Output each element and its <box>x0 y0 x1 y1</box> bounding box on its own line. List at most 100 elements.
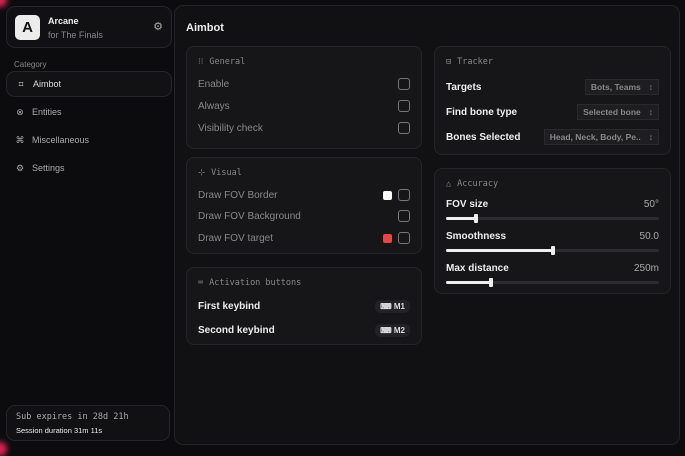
chevron-updown-icon: ↕ <box>648 107 653 117</box>
row-label: Draw FOV Background <box>198 210 301 222</box>
activation-card: ⌨ Activation buttons First keybind ⌨ M1 Se… <box>186 267 422 345</box>
draw-fov-background-row: Draw FOV Background <box>198 210 410 222</box>
card-title: Tracker <box>457 57 493 67</box>
chevron-updown-icon: ↕ <box>648 132 653 142</box>
select-value: Selected bone <box>583 107 641 117</box>
triangle-icon: △ <box>446 179 452 189</box>
first-keybind-row: First keybind ⌨ M1 <box>198 300 410 313</box>
fov-size-slider[interactable] <box>446 214 659 223</box>
targets-row: Targets Bots, Teams ↕ <box>446 79 659 95</box>
row-label: Always <box>198 100 230 112</box>
select-value: Head, Neck, Body, Pe.. <box>549 132 641 142</box>
sidebar-item-miscellaneous[interactable]: ⌘ Miscellaneous <box>6 127 172 153</box>
key-label: M1 <box>393 302 405 311</box>
slider-value: 50° <box>643 199 659 210</box>
smoothness-header: Smoothness 50.0 <box>446 231 659 242</box>
color-swatch[interactable] <box>383 233 392 243</box>
sidebar-item-label: Aimbot <box>33 79 62 89</box>
sub-expiry: Sub expires in 28d 21h <box>16 412 129 422</box>
find-bone-type-select[interactable]: Selected bone ↕ <box>577 104 659 120</box>
entities-icon: ⊗ <box>16 106 24 117</box>
slider-fill <box>446 249 553 252</box>
visibility-check-row: Visibility check <box>198 122 410 134</box>
slider-fill <box>446 217 476 220</box>
color-swatch[interactable] <box>383 190 392 200</box>
smoothness-slider[interactable] <box>446 246 659 255</box>
row-label: Draw FOV Border <box>198 189 278 201</box>
visual-icon: ⊹ <box>198 168 206 178</box>
slider-thumb[interactable] <box>550 246 555 255</box>
row-label: Second keybind <box>198 325 275 336</box>
keyboard-icon: ⌨ <box>198 278 204 288</box>
general-icon: ⁝⁝ <box>198 57 204 67</box>
visual-card: ⊹ Visual Draw FOV Border Draw FOV Backgro… <box>186 157 422 254</box>
second-keybind-row: Second keybind ⌨ M2 <box>198 324 410 337</box>
row-label: Bones Selected <box>446 131 521 143</box>
enable-row: Enable <box>198 78 410 90</box>
misc-icon: ⌘ <box>15 134 25 145</box>
row-label: Draw FOV target <box>198 232 274 244</box>
slider-value: 50.0 <box>639 231 659 242</box>
session-duration: Session duration 31m 11s <box>16 426 103 435</box>
sidebar-item-settings[interactable]: ⚙ Settings <box>6 155 172 181</box>
visibility-check-checkbox[interactable] <box>398 122 410 134</box>
general-card: ⁝⁝ General Enable Always Visibility check <box>186 46 422 149</box>
row-label: Visibility check <box>198 122 263 134</box>
bones-selected-select[interactable]: Head, Neck, Body, Pe.. ↕ <box>543 129 659 145</box>
accuracy-card: △ Accuracy FOV size 50° Smoothness 50.0 Max… <box>434 168 671 294</box>
category-label: Category <box>14 60 47 69</box>
settings-icon[interactable]: ⚙ <box>153 21 163 33</box>
subscription-card: Sub expires in 28d 21h Session duration … <box>6 405 170 441</box>
sidebar-item-aimbot[interactable]: ⌗ Aimbot <box>6 71 172 97</box>
draw-fov-border-row: Draw FOV Border <box>198 189 410 201</box>
brand-card: A Arcane for The Finals ⚙ <box>6 6 172 48</box>
sidebar-item-label: Settings <box>32 163 65 173</box>
logo: A <box>15 15 40 40</box>
max-distance-header: Max distance 250m <box>446 263 659 274</box>
first-keybind-button[interactable]: ⌨ M1 <box>375 300 410 313</box>
tracker-icon: ⊟ <box>446 57 452 67</box>
main-panel: Aimbot ⁝⁝ General Enable Always Visibilit… <box>174 5 680 445</box>
slider-thumb[interactable] <box>473 214 478 223</box>
row-label: Enable <box>198 78 230 90</box>
draw-fov-border-checkbox[interactable] <box>398 189 410 201</box>
draw-fov-target-checkbox[interactable] <box>398 232 410 244</box>
enable-checkbox[interactable] <box>398 78 410 90</box>
app-subtitle: for The Finals <box>48 30 103 40</box>
select-value: Bots, Teams <box>590 82 641 92</box>
card-title: Activation buttons <box>209 278 302 288</box>
fov-size-header: FOV size 50° <box>446 199 659 210</box>
accent-glow <box>0 0 7 7</box>
sidebar-item-label: Miscellaneous <box>32 135 90 145</box>
sidebar-item-entities[interactable]: ⊗ Entities <box>6 99 172 125</box>
targets-select[interactable]: Bots, Teams ↕ <box>584 79 659 95</box>
slider-thumb[interactable] <box>488 278 493 287</box>
second-keybind-button[interactable]: ⌨ M2 <box>375 324 410 337</box>
row-label: Find bone type <box>446 106 518 118</box>
slider-label: Max distance <box>446 263 509 274</box>
gear-icon: ⚙ <box>15 162 25 173</box>
bones-selected-row: Bones Selected Head, Neck, Body, Pe.. ↕ <box>446 129 659 145</box>
slider-value: 250m <box>633 263 659 274</box>
page-title: Aimbot <box>186 22 224 34</box>
sidebar-item-label: Entities <box>32 107 62 117</box>
chevron-updown-icon: ↕ <box>648 82 653 92</box>
row-label: First keybind <box>198 301 261 312</box>
tracker-card: ⊟ Tracker Targets Bots, Teams ↕ Find bone t… <box>434 46 671 155</box>
always-row: Always <box>198 100 410 112</box>
slider-fill <box>446 281 491 284</box>
row-label: Targets <box>446 81 482 93</box>
sidebar: A Arcane for The Finals ⚙ Category ⌗ Aimb… <box>4 4 172 445</box>
card-title: Visual <box>211 168 242 178</box>
app-name: Arcane <box>48 16 79 26</box>
slider-label: Smoothness <box>446 231 507 242</box>
key-label: M2 <box>393 326 405 335</box>
card-title: Accuracy <box>457 179 499 189</box>
crosshair-icon: ⌗ <box>18 78 24 89</box>
draw-fov-background-checkbox[interactable] <box>398 210 410 222</box>
draw-fov-target-row: Draw FOV target <box>198 232 410 244</box>
max-distance-slider[interactable] <box>446 278 659 287</box>
find-bone-type-row: Find bone type Selected bone ↕ <box>446 104 659 120</box>
slider-label: FOV size <box>446 199 489 210</box>
always-checkbox[interactable] <box>398 100 410 112</box>
